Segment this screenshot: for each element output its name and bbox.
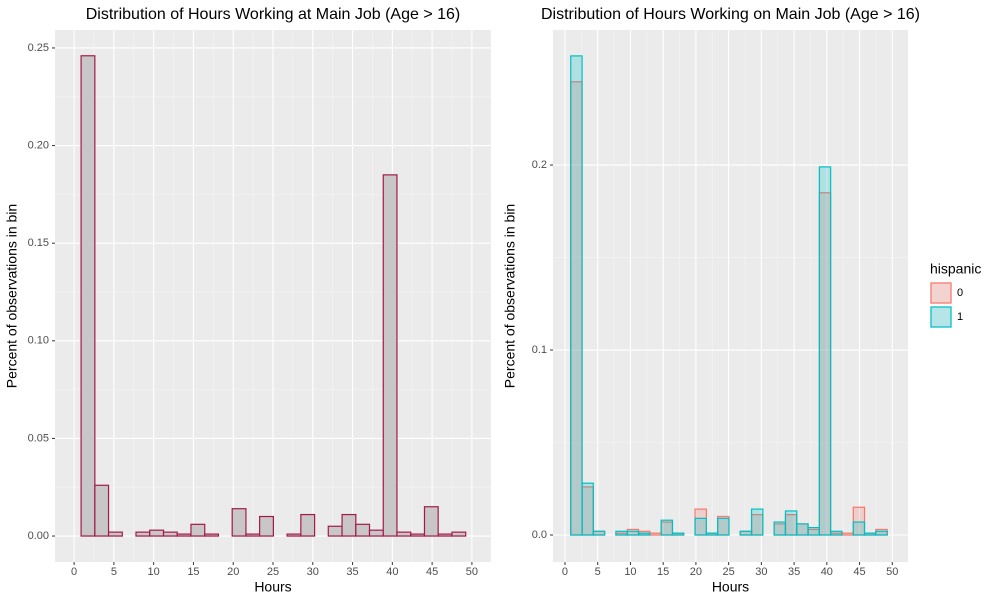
histogram-bar [581,482,594,536]
x-tick-label: 35 [788,566,800,578]
histogram-bar [300,513,316,537]
histogram-bar [717,517,730,536]
chart-title: Distribution of Hours Working at Main Jo… [86,6,461,23]
x-tick-label: 50 [886,566,898,578]
histogram-bar [863,532,877,536]
histogram-bar [852,521,866,536]
histogram-bar [382,174,398,537]
x-tick-label: 25 [267,566,279,578]
histogram-bar [190,523,206,537]
legend-label: 0 [957,287,963,299]
x-axis-label: Hours [254,579,291,595]
histogram-bar [649,532,662,536]
histogram-bar [410,533,426,537]
y-tick-label: 0.0 [532,529,547,541]
histogram-bar [773,521,787,536]
histogram-bar [204,533,220,537]
histogram-bar [671,532,685,536]
x-tick-label: 35 [346,566,358,578]
y-tick-label: 0.20 [28,139,49,151]
legend-background [930,282,952,304]
histogram-bar [694,517,707,536]
y-tick-label: 0.2 [532,159,547,171]
histogram-bar [355,523,371,537]
histogram-bar [750,508,764,536]
histogram-bar [368,529,384,537]
x-tick-label: 0 [562,566,568,578]
x-tick-label: 40 [821,566,833,578]
histogram-bar [705,532,719,536]
histogram-bar [660,519,674,536]
legend-label: 1 [957,311,963,323]
histogram-bar [807,526,820,536]
histogram-bar [396,531,412,537]
x-tick-label: 5 [111,566,117,578]
x-tick-label: 30 [307,566,319,578]
y-tick-label: 0.25 [28,42,49,54]
x-tick-label: 15 [657,566,669,578]
y-axis-label: Percent of observations in bin [4,204,20,388]
histogram-bar [231,508,247,537]
x-tick-label: 50 [466,566,478,578]
legend-background [930,306,952,328]
y-tick-label: 0.00 [28,530,49,542]
x-tick-label: 10 [148,566,160,578]
histogram-bar [637,532,651,536]
histogram-bar [592,530,606,536]
histogram-bar [615,530,628,536]
x-tick-label: 5 [595,566,601,578]
histogram-bar [162,531,178,537]
x-tick-label: 0 [71,566,77,578]
legend-swatch [930,282,952,304]
histogram-bar [437,533,453,537]
histogram-bar [796,523,809,536]
histogram-bar [423,506,439,537]
chart-title: Distribution of Hours Working on Main Jo… [541,6,920,23]
x-tick-label: 10 [624,566,636,578]
histogram-bar [80,55,96,537]
x-axis-label: Hours [712,579,749,595]
y-tick-label: 0.15 [28,237,49,249]
x-tick-label: 15 [187,566,199,578]
histogram-bar [176,533,192,537]
histogram-bar [626,530,640,536]
x-tick-label: 45 [853,566,865,578]
x-tick-label: 30 [755,566,767,578]
x-tick-label: 40 [386,566,398,578]
y-tick-label: 0.1 [532,344,547,356]
histogram-bar [739,530,753,536]
histogram-bar [107,531,123,537]
histogram-bar [94,484,110,537]
histogram-bar [830,530,843,536]
histogram-bar [149,529,165,537]
y-tick-label: 0.05 [28,432,49,444]
legend-title: hispanic [930,261,981,277]
histogram-bar [875,530,888,536]
histogram-bar [841,532,854,536]
histogram-bar [259,515,274,537]
histogram-bar [286,533,302,537]
x-tick-label: 45 [426,566,438,578]
histogram-bar [818,166,832,536]
histogram-bar [784,510,798,536]
histogram-bar [327,525,343,537]
x-tick-label: 20 [227,566,239,578]
y-axis-label: Percent of observations in bin [502,204,518,388]
legend-swatch [930,306,952,328]
y-tick-label: 0.10 [28,335,49,347]
histogram-bar [135,531,151,537]
histogram-bar [245,533,261,537]
x-tick-label: 25 [723,566,735,578]
histogram-bar [451,531,467,537]
x-tick-label: 20 [690,566,702,578]
histogram-bar [570,55,583,536]
panel-background [553,30,908,562]
histogram-bar [341,513,357,537]
